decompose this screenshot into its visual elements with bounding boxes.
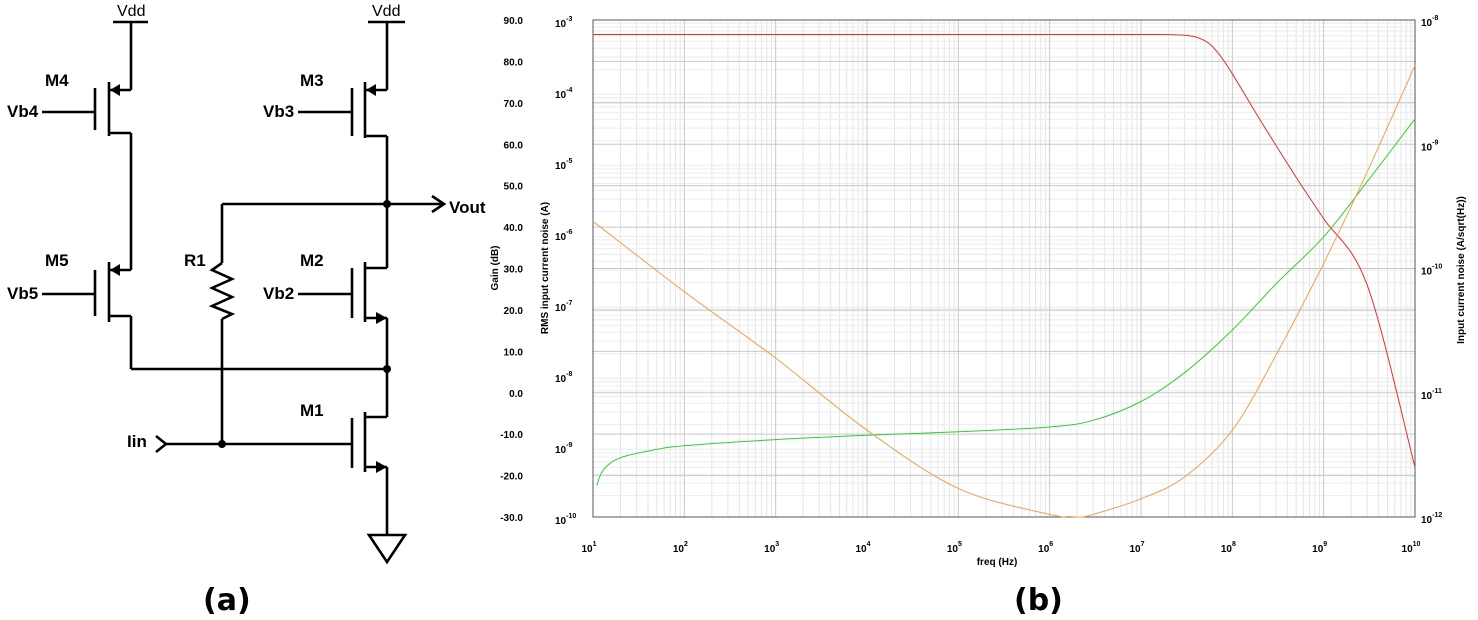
x-tick-label: 104: [855, 541, 870, 555]
gain-tick-label: 80.0: [504, 57, 524, 68]
rms-tick-label: 10-8: [555, 371, 572, 385]
gain-tick-label: 70.0: [504, 99, 524, 110]
caption-b: (b): [1014, 583, 1063, 618]
gain-tick-labels: 90.0 80.0 70.0 60.0 50.0 40.0 30.0 20.0 10.0 0.0 -…: [500, 16, 523, 524]
series-line-noise_density-1: [596, 118, 1416, 486]
noise-density-tick-label: 10-12: [1421, 512, 1442, 526]
noise-density-tick-label: 10-11: [1421, 388, 1442, 402]
noise-density-tick-label: 10-10: [1421, 264, 1442, 278]
gain-tick-label: 90.0: [504, 16, 524, 27]
r1-label: R1: [184, 251, 206, 270]
ground-symbol: [366, 533, 408, 565]
m4-label: M4: [45, 71, 69, 90]
x-tick-label: 103: [764, 541, 779, 555]
series-layer: [592, 33, 1416, 518]
vb5-label: Vb5: [7, 284, 38, 303]
plot-frame: [592, 19, 1416, 518]
x-tick-label: 1010: [1402, 541, 1421, 555]
caption-a: (a): [203, 583, 251, 618]
x-tick-label: 105: [947, 541, 962, 555]
x-tick-label: 106: [1038, 541, 1053, 555]
m5-label: M5: [45, 251, 69, 270]
noise-density-tick-label: 10-9: [1421, 139, 1438, 153]
gain-tick-label: -30.0: [500, 513, 523, 524]
vb3-label: Vb3: [263, 102, 294, 121]
noise-gain-chart: 90.0 80.0 70.0 60.0 50.0 40.0 30.0 20.0 10.0 0.0 -…: [490, 15, 1467, 568]
rms-tick-label: 10-4: [555, 87, 572, 101]
gain-tick-label: 0.0: [509, 389, 523, 400]
vdd-label-right: Vdd: [372, 3, 400, 20]
series-line-noise_density-2: [592, 65, 1416, 518]
gain-tick-label: 60.0: [504, 140, 524, 151]
x-tick-label: 109: [1312, 541, 1327, 555]
transistor-m4: [42, 22, 133, 270]
vout-label: Vout: [449, 198, 486, 217]
rms-tick-label: 10-6: [555, 229, 572, 243]
gain-tick-label: 40.0: [504, 223, 524, 234]
noise-density-axis-label: Input current noise (A/sqrt(Hz)): [1456, 196, 1467, 344]
vdd-label-left: Vdd: [117, 3, 145, 20]
transistor-m1: [222, 412, 389, 535]
transistor-m5: [42, 262, 133, 369]
x-tick-label: 108: [1221, 541, 1236, 555]
rms-tick-label: 10-3: [555, 16, 572, 30]
rms-tick-label: 10-10: [555, 513, 576, 527]
circuit-schematic: Vdd Vdd M4 Vb4 M5 Vb5: [7, 3, 486, 565]
noise-density-tick-label: 10-8: [1421, 15, 1438, 29]
gain-tick-label: 10.0: [504, 347, 524, 358]
series-line-gain-0: [593, 33, 1416, 468]
gain-axis-label: Gain (dB): [490, 246, 501, 291]
noise-density-tick-labels: 10-8 10-9 10-10 10-11 10-12: [1421, 15, 1442, 526]
gain-tick-label: -10.0: [500, 430, 523, 441]
rms-tick-label: 10-5: [555, 158, 572, 172]
x-axis-label: freq (Hz): [977, 557, 1018, 568]
x-tick-label: 107: [1129, 541, 1144, 555]
rms-tick-labels: 10-3 10-4 10-5 10-6 10-7 10-8 10-9 10-10: [555, 16, 576, 527]
gain-tick-label: 20.0: [504, 306, 524, 317]
m3-label: M3: [300, 71, 324, 90]
vb2-label: Vb2: [263, 284, 294, 303]
gain-tick-label: 30.0: [504, 265, 524, 276]
resistor-r1: [208, 204, 236, 444]
gain-tick-label: 50.0: [504, 182, 524, 193]
transistor-m3: [298, 22, 389, 268]
m1-label: M1: [300, 401, 324, 420]
transistor-m2: [298, 262, 389, 417]
iin-arrow: [155, 434, 169, 454]
vout-arrow: [431, 194, 447, 214]
rms-noise-axis-label: RMS input current noise (A): [540, 202, 551, 334]
x-tick-labels: 101 102 103 104 105 106 107 108 109 1010: [581, 541, 1420, 555]
vb4-label: Vb4: [7, 102, 39, 121]
m2-label: M2: [300, 251, 324, 270]
rms-tick-label: 10-7: [555, 300, 572, 314]
x-tick-label: 101: [581, 541, 596, 555]
iin-label: Iin: [127, 432, 147, 451]
x-tick-label: 102: [673, 541, 688, 555]
gain-tick-label: -20.0: [500, 472, 523, 483]
m2-source-node: [383, 365, 391, 373]
rms-tick-label: 10-9: [555, 442, 572, 456]
